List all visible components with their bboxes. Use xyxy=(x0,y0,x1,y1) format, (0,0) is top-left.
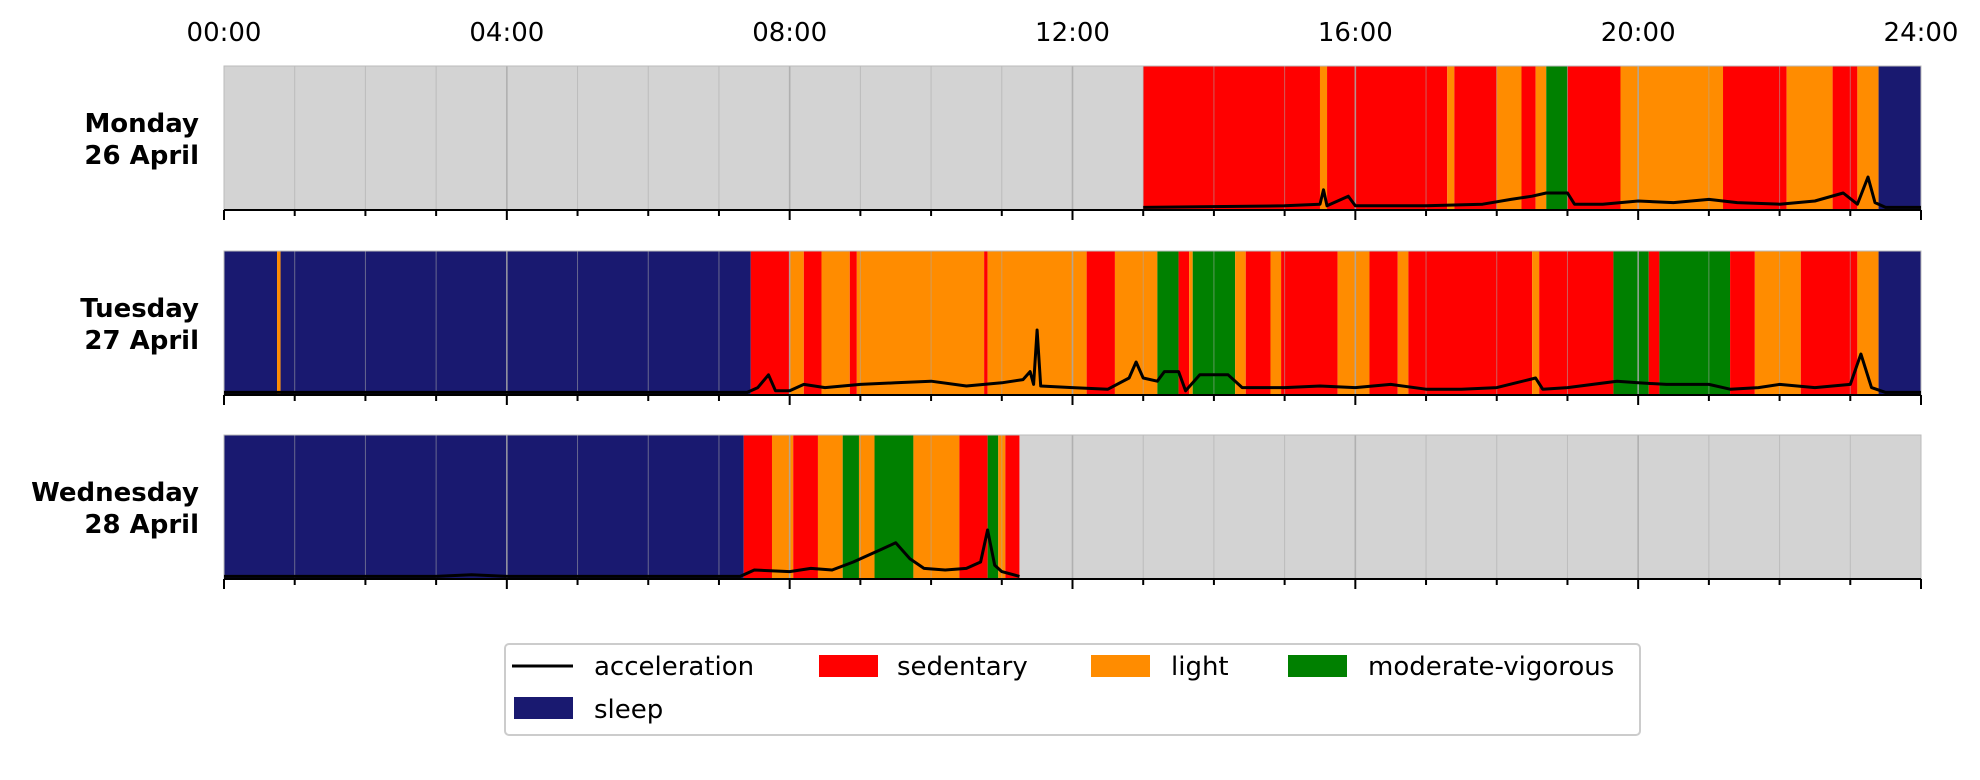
x-tick-label: 12:00 xyxy=(1035,18,1110,48)
activity-segment-sedentary xyxy=(1723,66,1787,210)
activity-segment-sedentary xyxy=(1567,66,1621,210)
activity-segment-sedentary xyxy=(803,251,822,395)
legend-moderate-vigorous-swatch xyxy=(1288,655,1347,677)
day-label-date: 26 April xyxy=(84,141,199,171)
activity-segment-sedentary xyxy=(1369,251,1398,395)
activity-segment-sedentary xyxy=(750,251,790,395)
activity-segment-light xyxy=(1754,251,1801,395)
legend-sedentary-label: sedentary xyxy=(897,652,1028,682)
acceleration-trace xyxy=(224,328,1921,394)
x-tick-label: 04:00 xyxy=(469,18,544,48)
activity-segment-moderate-vigorous xyxy=(1157,251,1179,395)
x-axis-top-labels: 00:00 04:00 08:00 12:00 16:00 20:00 24:00 xyxy=(187,18,1959,48)
activity-segment-sedentary xyxy=(1539,251,1614,395)
acceleration-trace xyxy=(224,528,1020,578)
activity-segment-light xyxy=(277,251,281,395)
activity-segment-light xyxy=(1337,251,1370,395)
day-label-name: Monday xyxy=(84,109,199,139)
legend-acceleration-label: acceleration xyxy=(594,652,754,682)
activity-segment-moderate-vigorous xyxy=(842,435,859,579)
activity-segment-light xyxy=(1235,251,1246,395)
activity-segment-sedentary xyxy=(1178,251,1190,395)
x-tick-label: 00:00 xyxy=(187,18,262,48)
activity-segment-moderate-vigorous xyxy=(1659,251,1731,395)
activity-segment-light xyxy=(913,435,960,579)
activity-segment-sedentary xyxy=(1648,251,1660,395)
x-tick-label: 20:00 xyxy=(1601,18,1676,48)
legend-moderate-vigorous-label: moderate-vigorous xyxy=(1368,652,1614,682)
activity-segment-sedentary xyxy=(1521,66,1536,210)
activity-segment-sedentary xyxy=(849,251,857,395)
activity-segment-light xyxy=(1447,66,1455,210)
activity-segment-light xyxy=(1620,66,1724,210)
activity-segment-sedentary xyxy=(1730,251,1755,395)
x-tick-label: 24:00 xyxy=(1884,18,1959,48)
activity-segment-light xyxy=(789,251,804,395)
activity-segment-light xyxy=(987,251,1087,395)
activity-segment-sedentary xyxy=(1327,66,1448,210)
activity-segment-light xyxy=(1189,251,1193,395)
legend-sleep-label: sleep xyxy=(594,695,663,725)
legend-frame xyxy=(504,643,1641,736)
activity-segment-sedentary xyxy=(1143,66,1320,210)
activity-segment-sleep xyxy=(224,435,744,579)
activity-segment-sedentary xyxy=(1281,251,1338,395)
activity-segment-sedentary xyxy=(793,435,818,579)
activity-segment-light xyxy=(856,251,985,395)
legend: acceleration sedentary light moderate-vi… xyxy=(504,643,1641,736)
x-tick-label: 08:00 xyxy=(752,18,827,48)
day-label-name: Tuesday xyxy=(80,294,199,324)
activity-segment-no_data xyxy=(1019,435,1921,579)
day-label-date: 28 April xyxy=(84,510,199,540)
activity-segment-sedentary xyxy=(1800,251,1858,395)
legend-light-swatch xyxy=(1091,655,1150,677)
activity-segment-sleep xyxy=(1878,251,1921,395)
legend-sleep-swatch xyxy=(514,697,573,719)
activity-segment-sedentary xyxy=(1454,66,1497,210)
legend-sedentary-swatch xyxy=(819,655,878,677)
activity-segment-light xyxy=(1535,66,1547,210)
legend-light-label: light xyxy=(1171,652,1229,682)
activity-segment-light xyxy=(1496,66,1522,210)
activity-segment-light xyxy=(1270,251,1282,395)
acceleration-trace xyxy=(1143,175,1921,209)
activity-segment-light xyxy=(1857,66,1879,210)
activity-segment-sedentary xyxy=(1005,435,1020,579)
activity-segment-light xyxy=(1532,251,1540,395)
activity-segment-sedentary xyxy=(959,435,988,579)
activity-segment-light xyxy=(821,251,850,395)
activity-segment-light xyxy=(771,435,794,579)
day-label-date: 27 April xyxy=(84,326,199,356)
activity-segment-sleep xyxy=(280,251,751,395)
activity-segment-light xyxy=(1397,251,1409,395)
activity-segment-sedentary xyxy=(1832,66,1858,210)
activity-segment-moderate-vigorous xyxy=(987,435,999,579)
activity-segment-moderate-vigorous xyxy=(1546,66,1568,210)
activity-segment-sleep xyxy=(1878,66,1921,210)
activity-segment-light xyxy=(858,435,875,579)
activity-segment-sedentary xyxy=(984,251,988,395)
day-label-name: Wednesday xyxy=(31,478,199,508)
activity-segment-sedentary xyxy=(743,435,772,579)
activity-segment-sedentary xyxy=(1245,251,1271,395)
activity-segment-no_data xyxy=(224,66,1144,210)
activity-segment-light xyxy=(817,435,843,579)
x-tick-label: 16:00 xyxy=(1318,18,1393,48)
activity-segment-light xyxy=(1786,66,1833,210)
activity-segment-sleep xyxy=(224,251,278,395)
activity-segment-sedentary xyxy=(1408,251,1533,395)
activity-segment-light xyxy=(1114,251,1158,395)
activity-segment-light xyxy=(1319,66,1328,210)
activity-segment-sedentary xyxy=(1086,251,1115,395)
activity-segment-moderate-vigorous xyxy=(1613,251,1649,395)
